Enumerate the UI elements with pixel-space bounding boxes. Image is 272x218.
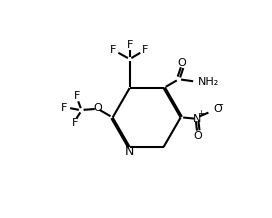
Text: N: N — [193, 114, 201, 124]
Text: F: F — [72, 118, 79, 128]
Text: F: F — [110, 45, 116, 54]
Text: O: O — [178, 58, 187, 68]
Text: O: O — [194, 131, 203, 141]
Text: −: − — [216, 100, 224, 110]
Text: F: F — [126, 40, 133, 50]
Text: F: F — [74, 91, 80, 101]
Text: +: + — [197, 109, 205, 118]
Text: O: O — [93, 102, 102, 112]
Text: NH₂: NH₂ — [198, 77, 219, 87]
Text: N: N — [125, 145, 134, 158]
Text: O: O — [213, 104, 222, 114]
Text: F: F — [142, 45, 148, 54]
Text: F: F — [61, 103, 68, 113]
